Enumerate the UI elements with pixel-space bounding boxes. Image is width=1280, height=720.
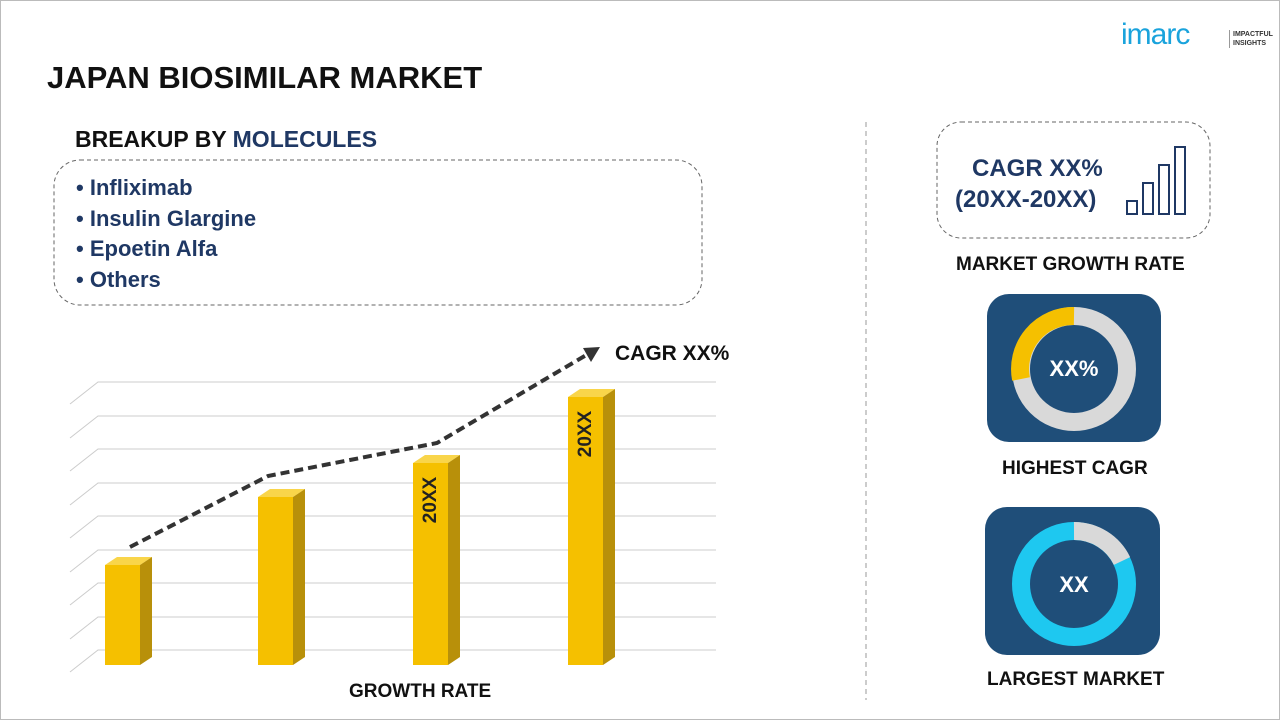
icon-bar: [1142, 182, 1154, 215]
list-item: • Epoetin Alfa: [76, 236, 218, 261]
heading-text: BREAKUP BY: [75, 126, 227, 152]
bar-side: [603, 389, 615, 665]
list-item: • Infliximab: [76, 175, 193, 200]
grid-line: [69, 582, 716, 606]
grid-line: [69, 482, 716, 506]
bar: [413, 463, 448, 665]
bar: [568, 397, 603, 665]
bars: [105, 389, 615, 665]
largest-market-label: LARGEST MARKET: [987, 669, 1165, 690]
bar-side: [293, 489, 305, 665]
icon-bar: [1174, 146, 1186, 215]
logo-brand: imarc: [1121, 18, 1190, 51]
growth-icon: [1126, 146, 1186, 215]
bar: [258, 497, 293, 665]
trend-line: [129, 352, 590, 549]
list-item: • Insulin Glargine: [76, 205, 257, 231]
grid-line: [69, 448, 716, 472]
highest-cagr-label: HIGHEST CAGR: [1002, 458, 1148, 479]
donut-segment: [1073, 521, 1131, 566]
bar-top: [568, 389, 615, 397]
tagline-line: IMPACTFUL: [1233, 31, 1273, 38]
grid-line: [69, 381, 716, 405]
breakup-list: • Infliximab • Insulin Glargine • Epoeti…: [76, 173, 256, 295]
grid-line: [69, 515, 716, 539]
tagline-line: INSIGHTS: [1233, 40, 1267, 47]
title: JAPAN BIOSIMILAR MARKET: [47, 60, 483, 95]
bar-top: [413, 455, 460, 463]
chart-grid: [69, 381, 716, 673]
grid-line: [69, 415, 716, 439]
breakup-heading: BREAKUP BY MOLECULES: [75, 126, 377, 153]
bar-label: 20XX: [575, 410, 596, 457]
item-text: Others: [89, 266, 161, 292]
item-text: Infliximab: [89, 175, 193, 200]
grid-line: [69, 549, 716, 573]
growth-period: (20XX-20XX): [955, 186, 1097, 213]
heading-dimension: MOLECULES: [232, 126, 378, 152]
bar-label: 20XX: [420, 476, 441, 523]
donut-segment: [1011, 306, 1075, 381]
highest-cagr-value: XX%: [1049, 356, 1099, 381]
bar-side: [448, 455, 460, 665]
bar-top: [258, 489, 305, 497]
item-text: Insulin Glargine: [89, 205, 257, 231]
logo-tagline: IMPACTFUL INSIGHTS: [1229, 30, 1273, 48]
item-text: Epoetin Alfa: [89, 236, 218, 261]
grid-line: [69, 616, 716, 640]
bar-side: [140, 557, 152, 665]
growth-box: [936, 121, 1211, 239]
icon-bar: [1158, 164, 1170, 215]
largest-market-value: XX: [1059, 572, 1089, 597]
axis-label: GROWTH RATE: [349, 681, 492, 702]
trend-arrowhead: [583, 347, 600, 362]
list-item: • Others: [76, 266, 161, 292]
trend-label: CAGR XX%: [615, 342, 730, 365]
bar: [105, 565, 140, 665]
grid-line: [69, 649, 716, 673]
growth-label: MARKET GROWTH RATE: [956, 254, 1185, 275]
growth-cagr: CAGR XX%: [972, 155, 1103, 182]
breakup-box: [53, 159, 703, 306]
icon-bar: [1126, 200, 1138, 215]
bar-top: [105, 557, 152, 565]
